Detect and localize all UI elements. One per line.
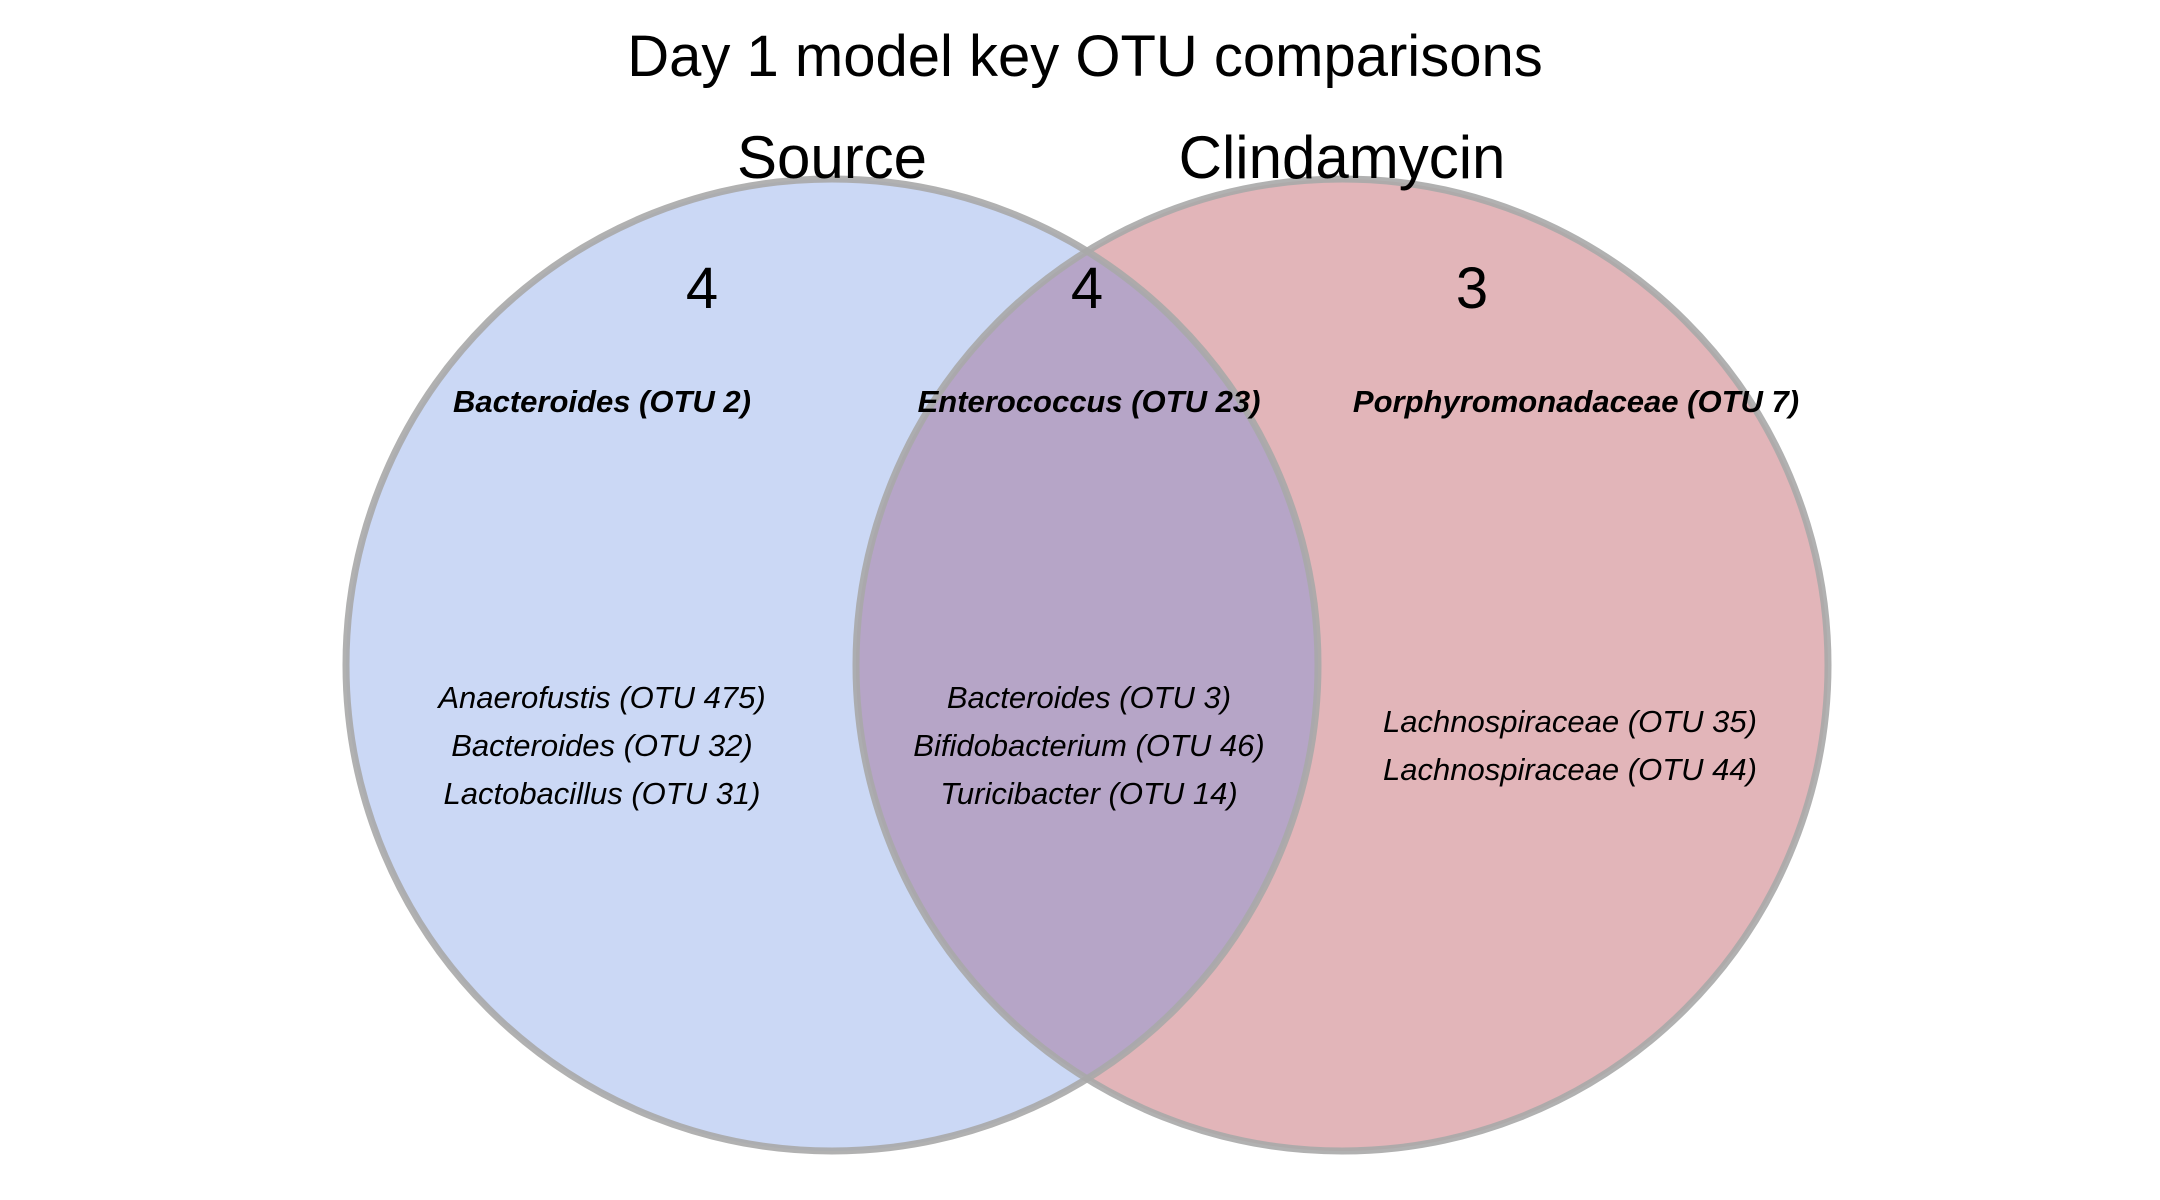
clindamycin-set-label: Clindamycin xyxy=(1179,124,1506,191)
overlap-otu-item: Bifidobacterium (OTU 46) xyxy=(913,728,1264,763)
source-otu-item: Lactobacillus (OTU 31) xyxy=(443,776,760,811)
source-otu-item: Anaerofustis (OTU 475) xyxy=(436,680,765,715)
source-otu-item: Bacteroides (OTU 32) xyxy=(451,728,753,763)
clindamycin-circle-outline xyxy=(852,175,1832,1155)
overlap-count: 4 xyxy=(1071,256,1103,321)
overlap-otu-item: Bacteroides (OTU 3) xyxy=(947,680,1231,715)
overlap-otu-item: Turicibacter (OTU 14) xyxy=(940,776,1237,811)
source-key-otu: Bacteroides (OTU 2) xyxy=(453,384,751,419)
diagram-title: Day 1 model key OTU comparisons xyxy=(627,24,1542,89)
source-set-label: Source xyxy=(737,124,927,191)
clindamycin-otu-item: Lachnospiraceae (OTU 44) xyxy=(1383,752,1757,787)
source-circle-outline xyxy=(342,175,1322,1155)
source-only-count: 4 xyxy=(686,256,718,321)
clindamycin-only-count: 3 xyxy=(1456,256,1488,321)
clindamycin-key-otu: Porphyromonadaceae (OTU 7) xyxy=(1353,384,1799,419)
overlap-key-otu: Enterococcus (OTU 23) xyxy=(918,384,1261,419)
overlap-region xyxy=(856,179,1318,1151)
clindamycin-otu-item: Lachnospiraceae (OTU 35) xyxy=(1383,704,1757,739)
